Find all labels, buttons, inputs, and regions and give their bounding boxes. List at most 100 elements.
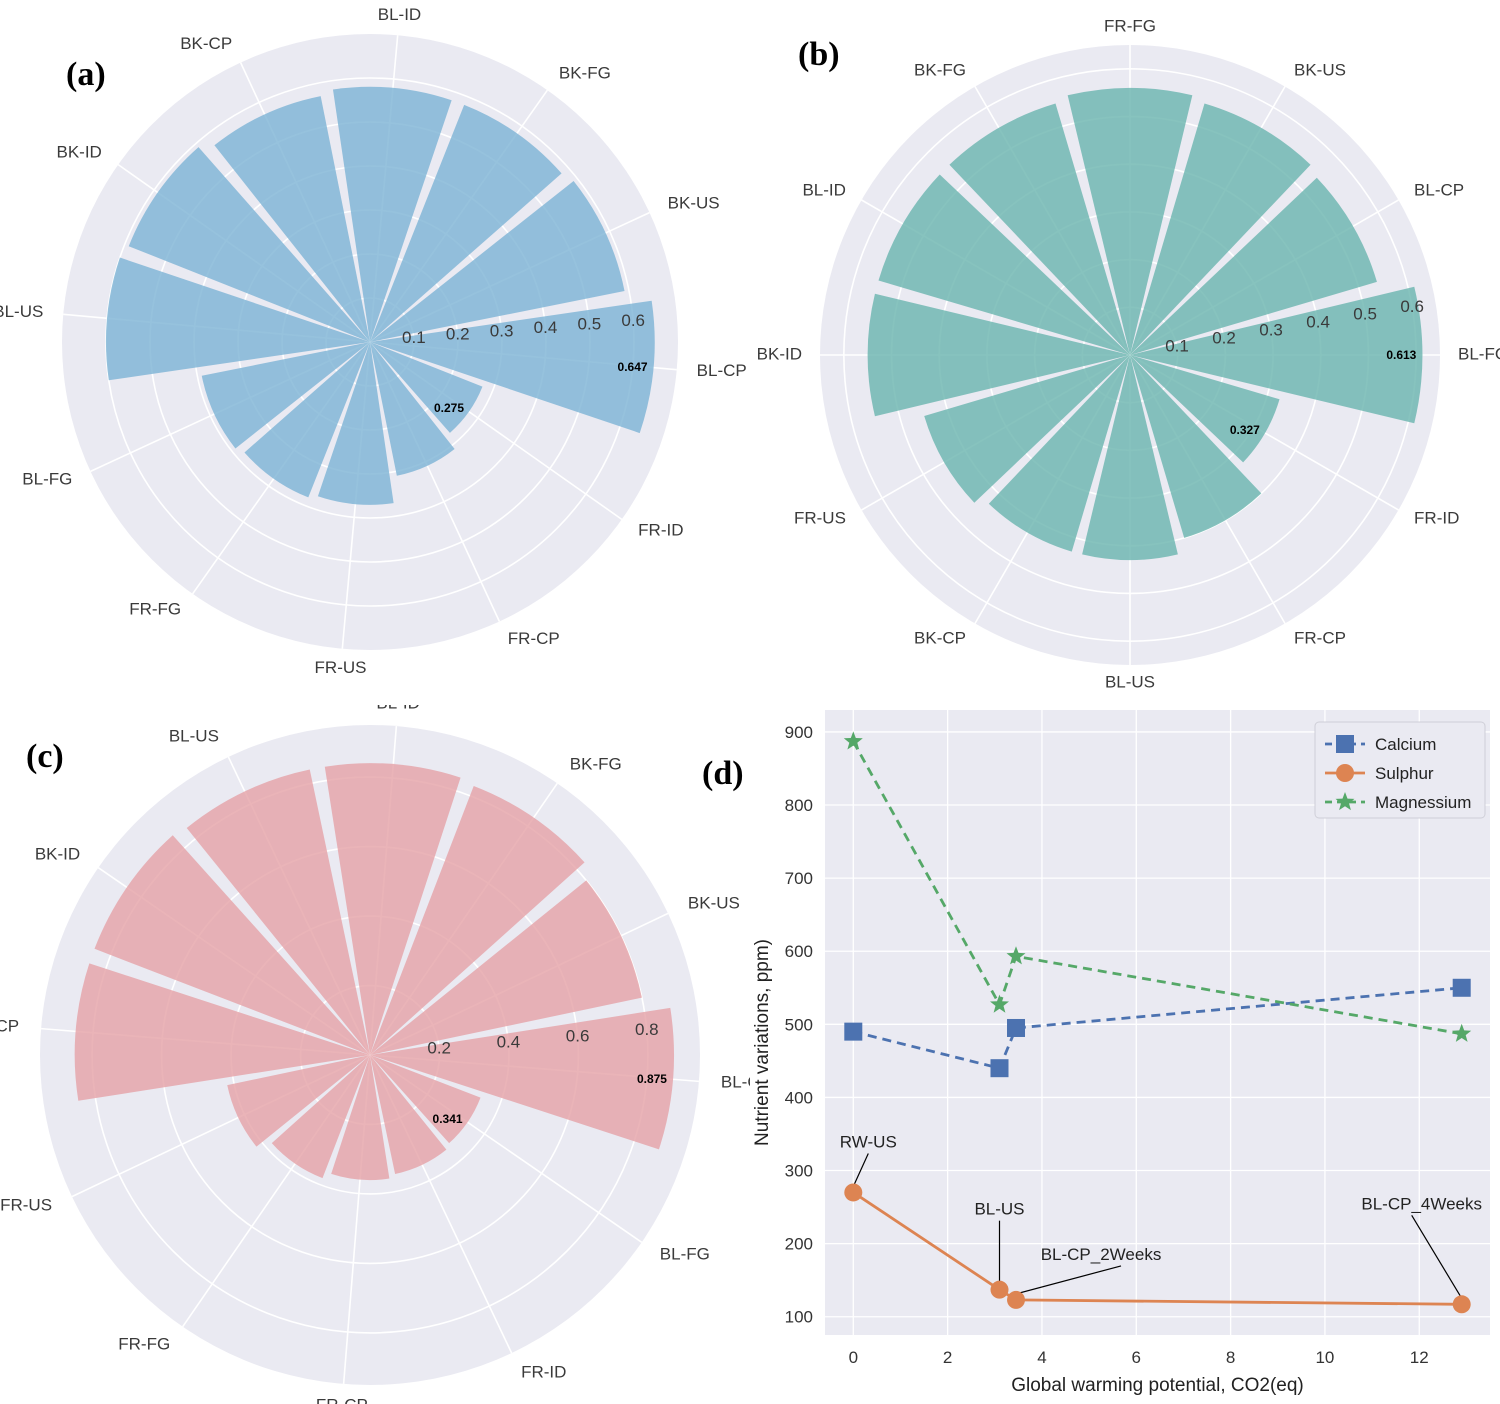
category-label-bk-fg: BK-FG (559, 63, 611, 82)
series-calcium (844, 978, 1471, 1078)
bar-fr-id (370, 1055, 447, 1174)
panel-label-c: (c) (26, 738, 64, 775)
series-sulphur (844, 1183, 1471, 1314)
category-label-bl-id: BL-ID (802, 180, 845, 199)
point-magnessium (1452, 1023, 1472, 1042)
y-axis-label: Nutrient variations, ppm) (752, 939, 773, 1146)
category-label-bl-cp: BL-CP (721, 1073, 750, 1092)
ring-label: 0.2 (1212, 329, 1236, 348)
category-label-bl-us: BL-US (1105, 672, 1155, 691)
category-label-bk-cp: BK-CP (914, 629, 966, 648)
polar-chart-c: 0.2 0.4 0.6 0.8 BL-CP BK-US BK-FG BL-ID BL-US BK-… (0, 705, 750, 1404)
bar-fr-id (1130, 355, 1280, 463)
bar-bl-cp (1130, 177, 1377, 355)
value-annotation: 0.613 (1386, 348, 1416, 362)
bar-bl-fg (1130, 286, 1423, 424)
category-label-bk-us: BK-US (668, 194, 720, 213)
legend-label-magnessium: Magnessium (1375, 793, 1471, 812)
ring-label: 0.4 (497, 1032, 521, 1051)
category-label-fr-us: FR-US (0, 1196, 52, 1215)
category-label-bk-fg: BK-FG (570, 755, 622, 774)
legend-marker (1336, 735, 1354, 753)
bar-bk-fg (370, 104, 562, 342)
category-label-fr-id: FR-ID (521, 1362, 566, 1381)
annotation-bl-us: BL-US (974, 1200, 1024, 1219)
bar-bk-cp (988, 355, 1130, 552)
ring-label: 0.5 (578, 314, 602, 333)
bar-bk-fg (370, 785, 585, 1055)
series-line-calcium (852, 986, 1462, 1070)
annotation-bl-cp-2weeks: BL-CP_2Weeks (1041, 1245, 1162, 1264)
ring-label: 0.1 (1165, 337, 1189, 356)
category-label-fr-fg: FR-FG (1104, 16, 1156, 35)
x-tick-label: 8 (1226, 1348, 1235, 1367)
category-label-bl-fg: BL-FG (22, 469, 72, 488)
legend-marker (1336, 764, 1354, 782)
x-tick-label: 6 (1132, 1348, 1141, 1367)
bar-bl-cp (370, 1007, 674, 1150)
bar-bl-fg (201, 342, 370, 449)
category-label-bl-us: BL-US (169, 727, 219, 746)
bar-bl-id (332, 86, 452, 343)
bar-bk-us (370, 880, 642, 1055)
category-label-bk-cp: BK-CP (180, 34, 232, 53)
category-label-bl-id: BL-ID (376, 705, 419, 713)
point-magnessium (843, 731, 863, 750)
bar-fr-cp (370, 342, 455, 476)
category-label-bk-fg: BK-FG (914, 60, 966, 79)
point-sulphur (844, 1183, 863, 1202)
category-label-bl-fg: BL-FG (1458, 344, 1500, 363)
ring-label: 0.1 (402, 328, 426, 347)
x-tick-label: 0 (849, 1348, 858, 1367)
value-annotation: 0.327 (1230, 423, 1260, 437)
polar-chart-b: 0.1 0.2 0.3 0.4 0.5 0.6 BL-FG BL-CP BK-US FR-FG BK… (757, 16, 1500, 691)
series-line-sulphur (852, 1191, 1462, 1306)
bar-bk-id (94, 835, 370, 1055)
series-magnessium (843, 731, 1472, 1042)
bar-bk-us (1130, 103, 1311, 356)
value-annotation: 0.875 (637, 1072, 667, 1086)
ring-label: 0.5 (1353, 305, 1377, 324)
y-tick-label: 400 (785, 1088, 813, 1107)
x-tick-label: 4 (1037, 1348, 1046, 1367)
point-calcium (844, 1022, 863, 1041)
series-line-magnessium (852, 740, 1462, 1036)
category-label-fr-id: FR-ID (1414, 508, 1459, 527)
bar-bl-id (878, 174, 1130, 355)
category-label-bk-cp: BK-CP (0, 1016, 19, 1035)
ring-label: 0.3 (1259, 321, 1283, 340)
point-calcium (990, 1059, 1009, 1078)
panel-label-a: (a) (66, 56, 106, 93)
category-label-bk-id: BK-ID (56, 143, 101, 162)
y-tick-label: 700 (785, 869, 813, 888)
bar-fr-fg (1067, 87, 1193, 355)
category-label-bk-us: BK-US (1294, 60, 1346, 79)
bar-fr-cp (331, 1055, 390, 1181)
category-label-bl-id: BL-ID (378, 5, 421, 24)
legend-marker (1335, 792, 1355, 811)
point-magnessium (1006, 946, 1026, 965)
ring-label: 0.2 (427, 1038, 451, 1057)
category-label-fr-fg: FR-FG (129, 600, 181, 619)
bar-fr-cp (1130, 355, 1262, 538)
value-annotation: 0.275 (434, 401, 464, 415)
y-tick-label: 800 (785, 796, 813, 815)
bar-bl-fg (370, 1055, 481, 1144)
annotation-arrow (1015, 1265, 1122, 1295)
category-label-fr-us: FR-US (315, 658, 367, 677)
value-annotation: 0.341 (433, 1112, 463, 1126)
line-chart-d: 0 2 4 6 8 10 12 100 200 300 400 500 600 700 800 900 Glob… (752, 710, 1490, 1396)
category-label-bk-id: BK-ID (757, 344, 802, 363)
annotation-arrow (852, 1153, 869, 1187)
legend: Calcium Sulphur Magnessium (1314, 721, 1486, 819)
ring-label: 0.6 (566, 1026, 590, 1045)
bar-bl-cp (370, 300, 655, 434)
x-tick-label: 10 (1315, 1348, 1334, 1367)
bar-fr-fg (271, 1055, 370, 1179)
category-label-fr-id: FR-ID (638, 520, 683, 539)
category-label-fr-us: FR-US (794, 508, 846, 527)
bar-fr-fg (244, 342, 370, 498)
bar-fr-us (227, 1055, 370, 1147)
bar-bk-cp (214, 96, 370, 342)
point-sulphur (1452, 1295, 1471, 1314)
